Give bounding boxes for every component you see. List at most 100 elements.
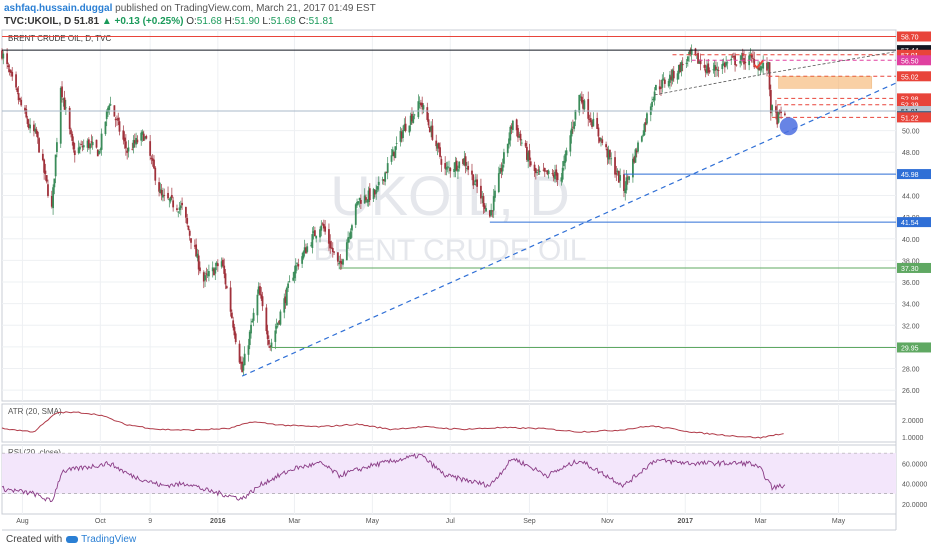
candle-body <box>26 118 29 124</box>
candle-body <box>322 224 325 229</box>
price-axis-badge <box>897 217 931 228</box>
candle-body <box>116 118 118 120</box>
price-axis-badge-label: 45.98 <box>901 172 919 179</box>
candle-body <box>61 86 63 98</box>
price-axis-badge <box>897 55 931 66</box>
candle-body <box>409 115 412 125</box>
candle-body <box>140 132 143 141</box>
candle-body <box>435 140 438 147</box>
candle-body <box>292 277 295 281</box>
candle-body <box>421 102 424 108</box>
candle-body <box>381 179 384 181</box>
candle-body <box>417 101 420 118</box>
candle-body <box>571 126 574 128</box>
price-axis-badge-label: 55.02 <box>901 74 919 81</box>
candle-body <box>402 130 404 138</box>
candle-body <box>99 149 102 151</box>
candle-body <box>256 294 259 316</box>
candle-body <box>395 143 398 144</box>
candle-body <box>776 110 779 125</box>
candle-body <box>508 138 510 145</box>
candle-body <box>293 271 296 279</box>
candle-body <box>574 109 577 120</box>
candle-body <box>77 147 80 154</box>
candle-body <box>340 261 343 265</box>
price-axis-badge-label: 58.70 <box>901 34 919 41</box>
candle-body <box>660 87 662 89</box>
x-tick-label: May <box>832 518 846 525</box>
candle-body <box>662 78 665 80</box>
price-axis-badge <box>897 31 931 42</box>
candle-body <box>41 153 44 161</box>
candle-body <box>506 143 509 154</box>
candle-body <box>144 137 146 139</box>
candle-body <box>278 320 281 324</box>
candle-body <box>122 130 125 140</box>
candle-body <box>712 69 715 71</box>
open-value: 51.68 <box>196 16 222 27</box>
candle-body <box>375 189 378 194</box>
y-tick-label: 48.00 <box>902 150 920 157</box>
candle-body <box>234 333 237 343</box>
rsi-tick-label: 60.0000 <box>902 461 927 468</box>
candle-body <box>142 133 145 141</box>
candle-body <box>637 142 639 152</box>
candle-body <box>635 150 638 153</box>
candle-body <box>474 179 477 182</box>
candle-body <box>698 61 701 64</box>
candle-body <box>430 126 433 131</box>
high-label: H: <box>224 16 235 27</box>
candle-body <box>314 230 316 237</box>
candle-body <box>625 177 628 191</box>
candle-body <box>390 155 393 162</box>
candle-body <box>518 136 521 138</box>
candle-body <box>131 148 134 150</box>
candle-body <box>349 231 352 240</box>
candle-body <box>287 283 289 289</box>
candle-body <box>551 173 554 175</box>
candle-body <box>547 170 550 175</box>
candle-body <box>609 149 611 158</box>
candle-body <box>185 207 187 218</box>
candle-body <box>552 174 555 178</box>
candle-body <box>145 136 148 139</box>
candle-body <box>739 60 742 64</box>
candle-body <box>580 96 583 103</box>
candle-body <box>241 361 244 372</box>
candle-body <box>35 129 38 134</box>
tradingview-brand[interactable]: TradingView <box>81 534 137 545</box>
candle-body <box>439 147 441 157</box>
price-axis-badge-label: 29.95 <box>901 345 919 352</box>
candle-body <box>600 138 602 140</box>
candle-body <box>643 123 646 136</box>
candle-body <box>413 114 416 116</box>
candle-body <box>386 163 389 173</box>
candle-body <box>651 101 653 107</box>
candle-body <box>193 245 196 247</box>
x-tick-label: Aug <box>16 518 29 525</box>
candle-body <box>302 251 305 259</box>
candle-body <box>90 141 93 143</box>
candle-body <box>54 154 57 177</box>
candle-body <box>20 99 23 106</box>
y-tick-label: 40.00 <box>902 237 920 244</box>
candle-body <box>179 205 182 209</box>
candle-body <box>296 263 298 265</box>
y-tick-label: 28.00 <box>902 367 920 374</box>
candle-body <box>411 113 413 122</box>
candle-body <box>312 231 315 234</box>
candle-body <box>400 131 403 139</box>
candle-body <box>404 123 407 131</box>
author-link[interactable]: ashfaq.hussain.duggal <box>4 3 113 14</box>
price-axis-badge-label: 41.54 <box>901 220 919 227</box>
candle-body <box>96 149 99 157</box>
candle-body <box>163 195 166 196</box>
candle-body <box>135 137 137 145</box>
candle-body <box>492 196 495 211</box>
candle-body <box>511 120 514 130</box>
candle-body <box>582 100 584 109</box>
y-tick-label: 36.00 <box>902 280 920 287</box>
candle-body <box>107 107 109 113</box>
candle-body <box>72 141 75 150</box>
